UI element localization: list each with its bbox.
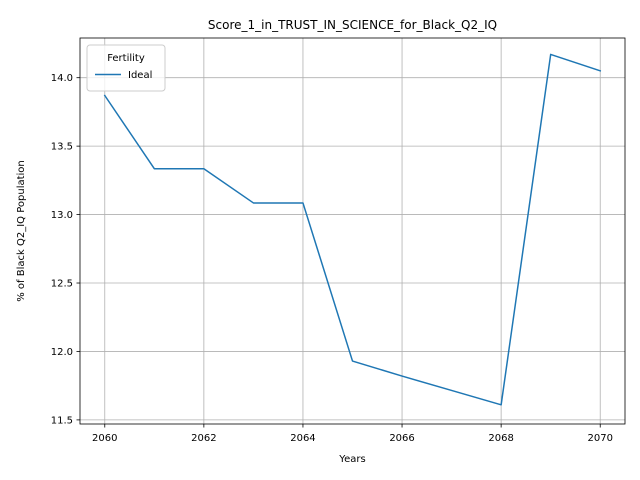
x-tick-label: 2066	[389, 433, 414, 444]
y-tick-label: 13.5	[51, 142, 73, 153]
chart-title: Score_1_in_TRUST_IN_SCIENCE_for_Black_Q2…	[208, 18, 497, 32]
x-tick-label: 2070	[588, 433, 613, 444]
y-tick-label: 14.0	[51, 73, 73, 84]
legend-items: Ideal	[95, 70, 152, 81]
y-tick-label: 12.0	[51, 347, 73, 358]
x-tick-label: 2060	[92, 433, 117, 444]
series-line-0	[103, 53, 602, 406]
grid-lines	[80, 38, 625, 424]
x-axis-label: Years	[338, 454, 365, 465]
series-layer	[103, 53, 602, 406]
legend: Fertility Ideal	[86, 44, 166, 92]
x-tick-label: 2068	[488, 433, 513, 444]
y-axis-ticks: 11.5 12.0 12.5 13.0 13.5 14.0	[51, 73, 80, 426]
x-axis-ticks: 2060 2062 2064 2066 2068 2070	[92, 424, 613, 444]
y-tick-label: 11.5	[51, 415, 73, 426]
legend-title: Fertility	[107, 53, 145, 64]
legend-entry-label: Ideal	[128, 70, 152, 81]
legend-box	[86, 44, 166, 92]
y-tick-label: 12.5	[51, 279, 73, 290]
x-tick-label: 2062	[191, 433, 216, 444]
y-tick-label: 13.0	[51, 210, 73, 221]
x-tick-label: 2064	[290, 433, 315, 444]
plot-frame	[79, 37, 626, 425]
y-axis-label: % of Black Q2_IQ Population	[16, 160, 27, 302]
